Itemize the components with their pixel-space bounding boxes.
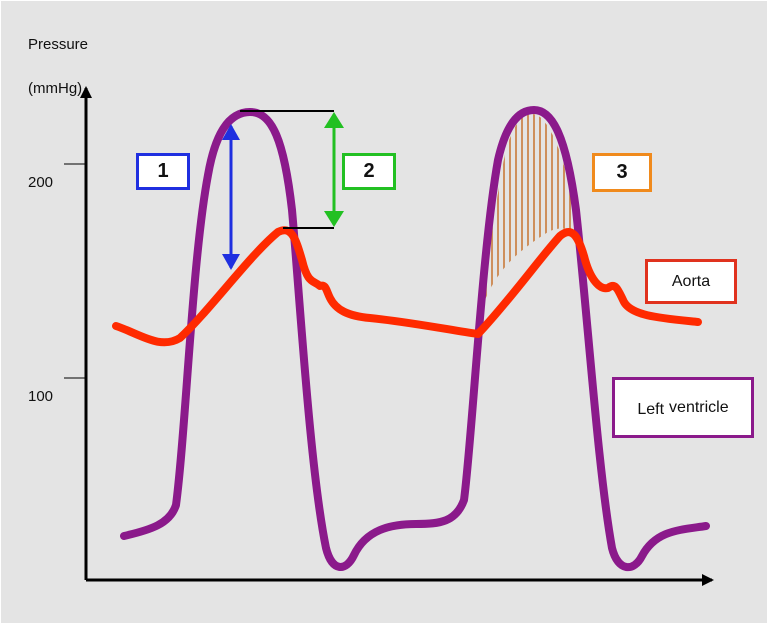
callout-box-1: 1 [136, 153, 190, 190]
callout-1-label: 1 [157, 160, 169, 182]
left-ventricle-legend-word2: ventricle [669, 398, 729, 416]
left-ventricle-legend-box: Left ventricle [612, 377, 754, 438]
y-axis-title-line2: (mmHg) [28, 80, 83, 97]
callout-box-3: 3 [592, 153, 652, 192]
y-axis-title-line1: Pressure [28, 36, 89, 53]
left-ventricle-curve [120, 106, 710, 571]
y-tick-label-100: 100 [28, 388, 54, 405]
aorta-legend-box: Aorta [645, 259, 737, 304]
callout-2-label: 2 [363, 160, 375, 182]
y-tick-label-200: 200 [28, 174, 54, 191]
callout-box-2: 2 [342, 153, 396, 190]
callout-3-label: 3 [616, 161, 628, 183]
aorta-legend-label: Aorta [671, 272, 711, 290]
aorta-curve [112, 226, 702, 347]
left-ventricle-legend-word1: Left [637, 400, 665, 418]
